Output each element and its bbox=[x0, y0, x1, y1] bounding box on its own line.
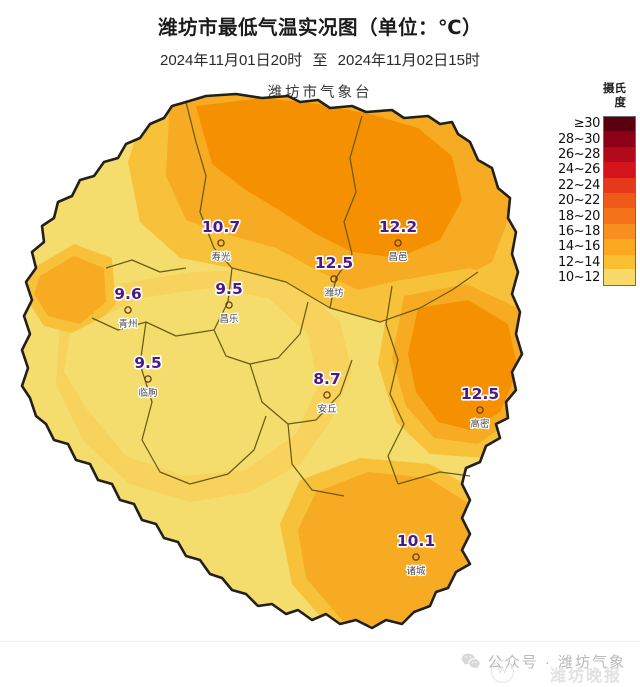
station-dot-icon bbox=[217, 239, 225, 247]
station-诸城[interactable]: 10.1 诸城 bbox=[395, 530, 436, 578]
legend-item-swatch bbox=[603, 254, 636, 270]
map-canvas: 10.7 寿光 12.2 昌邑 12.5 潍坊 9.6 青州 9.5 昌乐 9.5 临朐 8.7 安丘 12… bbox=[0, 72, 640, 647]
legend-item: 16~18 bbox=[544, 223, 636, 240]
legend-item-label: ≥30 bbox=[573, 116, 601, 132]
legend-item: ≥30 bbox=[544, 115, 636, 132]
station-dot-icon bbox=[476, 406, 484, 414]
station-value: 8.7 bbox=[313, 370, 340, 388]
station-value: 10.1 bbox=[397, 532, 435, 550]
legend-item-swatch bbox=[603, 223, 636, 240]
issuing-office: 潍坊市气象台 bbox=[267, 85, 373, 101]
period-separator: 至 bbox=[312, 52, 328, 69]
legend: 摄氏 度 ≥30 28~30 26~28 24~26 22~24 20~22 18~20 16… bbox=[544, 82, 636, 286]
station-dot-icon bbox=[144, 375, 152, 383]
legend-item-swatch bbox=[603, 192, 636, 209]
period-end: 2024年11月02日15时 bbox=[337, 52, 480, 69]
legend-item-swatch bbox=[603, 208, 636, 224]
station-dot-icon bbox=[225, 301, 233, 309]
legend-item-swatch bbox=[603, 177, 636, 193]
legend-item: 20~22 bbox=[544, 192, 636, 209]
station-dot-icon bbox=[330, 275, 338, 283]
legend-item-label: 10~12 bbox=[558, 270, 600, 286]
station-青州[interactable]: 9.6 青州 bbox=[113, 283, 144, 331]
legend-title-line1: 摄氏 bbox=[603, 83, 626, 95]
period-range: 2024年11月01日20时 至 2024年11月02日15时 bbox=[0, 49, 640, 70]
station-value: 9.5 bbox=[134, 354, 161, 372]
station-value: 10.7 bbox=[202, 218, 240, 236]
legend-item: 10~12 bbox=[544, 269, 636, 286]
legend-item: 26~28 bbox=[544, 146, 636, 163]
legend-item: 28~30 bbox=[544, 131, 636, 147]
station-name: 高密 bbox=[470, 418, 490, 430]
legend-item: 12~14 bbox=[544, 254, 636, 270]
legend-item-swatch bbox=[603, 146, 636, 163]
legend-item-label: 16~18 bbox=[558, 223, 600, 239]
station-name: 青州 bbox=[118, 318, 137, 330]
legend-item-label: 14~16 bbox=[558, 239, 600, 255]
legend-item: 24~26 bbox=[544, 162, 636, 178]
legend-item-label: 24~26 bbox=[558, 162, 600, 178]
header: 潍坊市最低气温实况图（单位：℃） 2024年11月01日20时 至 2024年1… bbox=[0, 0, 640, 102]
station-dot-icon bbox=[124, 306, 132, 314]
legend-item-label: 28~30 bbox=[558, 131, 600, 147]
legend-item-label: 12~14 bbox=[558, 254, 600, 270]
station-name: 昌邑 bbox=[388, 252, 407, 263]
legend-item-swatch bbox=[603, 239, 636, 255]
weifang-temperature-map: 10.7 寿光 12.2 昌邑 12.5 潍坊 9.6 青州 9.5 昌乐 9.5 临朐 8.7 安丘 12… bbox=[20, 92, 524, 630]
station-安丘[interactable]: 8.7 安丘 bbox=[312, 368, 343, 416]
station-name: 寿光 bbox=[211, 251, 231, 263]
wechat-icon bbox=[461, 653, 480, 669]
station-value: 9.5 bbox=[215, 280, 242, 298]
footer-text: 公众号 · 潍坊气象 bbox=[487, 654, 626, 671]
legend-item-swatch bbox=[603, 162, 636, 178]
legend-title-line2: 度 bbox=[614, 97, 627, 109]
station-高密[interactable]: 12.5 高密 bbox=[459, 383, 500, 431]
legend-scale: ≥30 28~30 26~28 24~26 22~24 20~22 18~20 16~18 14… bbox=[544, 115, 636, 286]
legend-item-swatch bbox=[603, 131, 636, 147]
station-寿光[interactable]: 10.7 寿光 bbox=[200, 216, 241, 264]
station-value: 12.5 bbox=[461, 385, 499, 403]
station-name: 临朐 bbox=[138, 387, 157, 399]
station-dot-icon bbox=[323, 391, 331, 399]
legend-item: 14~16 bbox=[544, 239, 636, 255]
station-value: 9.6 bbox=[114, 285, 141, 303]
station-昌邑[interactable]: 12.2 昌邑 bbox=[377, 216, 418, 264]
station-name: 诸城 bbox=[406, 566, 426, 577]
legend-item: 22~24 bbox=[544, 177, 636, 193]
legend-item-label: 18~20 bbox=[558, 208, 600, 224]
page-title: 潍坊市最低气温实况图（单位：℃） bbox=[157, 17, 483, 39]
station-name: 安丘 bbox=[317, 403, 337, 415]
station-name: 潍坊 bbox=[324, 287, 344, 299]
station-value: 12.5 bbox=[315, 254, 353, 272]
footer: 公众号 · 潍坊气象 W 潍坊晚报 bbox=[0, 641, 640, 687]
legend-item: 18~20 bbox=[544, 208, 636, 224]
period-start: 2024年11月01日20时 bbox=[160, 52, 303, 69]
city-outline bbox=[20, 92, 524, 630]
legend-title: 摄氏 度 bbox=[544, 82, 636, 110]
temperature-bands bbox=[22, 94, 522, 628]
legend-item-label: 20~22 bbox=[558, 193, 600, 209]
station-dot-icon bbox=[412, 553, 420, 561]
legend-item-swatch bbox=[603, 115, 636, 132]
station-dot-icon bbox=[394, 239, 402, 247]
legend-item-label: 22~24 bbox=[558, 177, 600, 193]
station-临朐[interactable]: 9.5 临朐 bbox=[133, 352, 164, 400]
station-潍坊[interactable]: 12.5 潍坊 bbox=[313, 252, 354, 300]
footer-account[interactable]: 公众号 · 潍坊气象 bbox=[460, 651, 626, 672]
station-name: 昌乐 bbox=[219, 313, 239, 325]
legend-item-swatch bbox=[603, 269, 636, 286]
station-value: 12.2 bbox=[379, 218, 417, 236]
station-markers: 10.7 寿光 12.2 昌邑 12.5 潍坊 9.6 青州 9.5 昌乐 9.5 临朐 8.7 安丘 12… bbox=[113, 216, 501, 578]
station-昌乐[interactable]: 9.5 昌乐 bbox=[214, 278, 245, 326]
legend-item-label: 26~28 bbox=[558, 146, 600, 162]
